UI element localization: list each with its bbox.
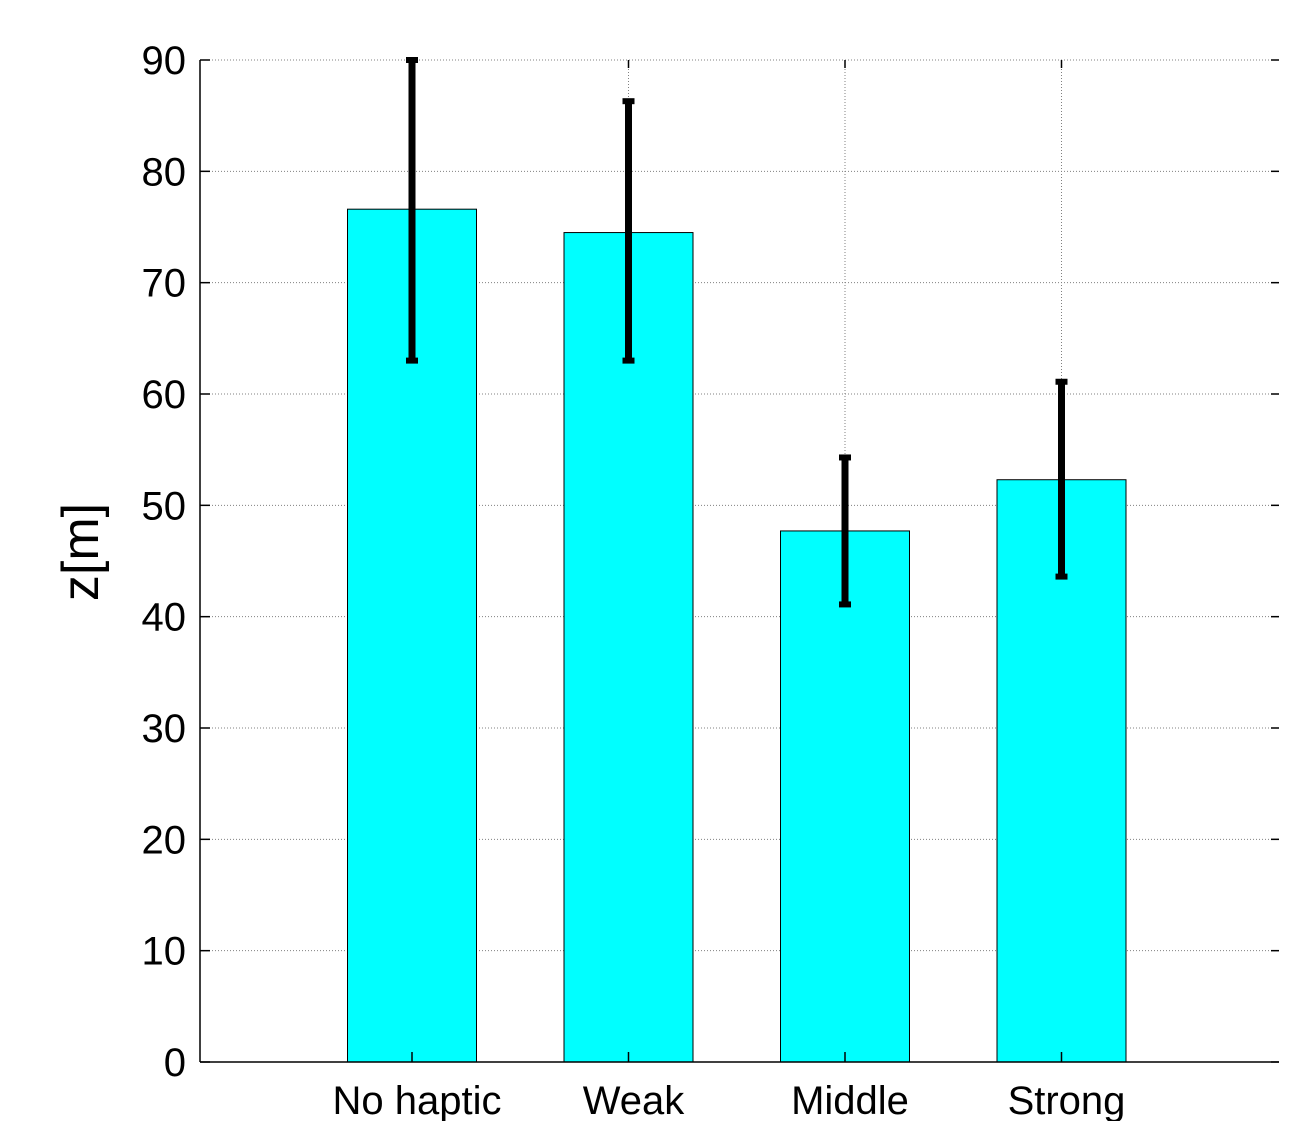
y-tick-label: 60	[142, 373, 187, 417]
y-tick-label: 0	[164, 1041, 186, 1085]
y-axis-label: z[m]	[52, 503, 110, 601]
y-tick-label: 90	[142, 39, 187, 83]
y-tick-label: 10	[142, 930, 187, 974]
bar-middle	[780, 530, 910, 1063]
y-tick-label: 80	[142, 150, 187, 194]
y-tick-label: 40	[142, 596, 187, 640]
error-bars	[406, 57, 1068, 608]
y-tick-labels: 0 10 20 30 40 50 60 70 80 90	[142, 39, 187, 1085]
axes	[199, 59, 1279, 1063]
y-tick-label: 30	[142, 707, 187, 751]
x-tick-label: Strong	[1008, 1079, 1126, 1121]
x-tick-label: Middle	[791, 1079, 909, 1121]
y-tick-label: 50	[142, 484, 187, 528]
y-tick-label: 70	[142, 262, 187, 306]
x-tick-label: Weak	[583, 1079, 686, 1121]
y-tick-label: 20	[142, 818, 187, 862]
x-tick-label: No haptic	[333, 1079, 502, 1121]
bars	[347, 208, 1127, 1063]
x-tick-labels: No haptic Weak Middle Strong	[333, 1079, 1126, 1121]
